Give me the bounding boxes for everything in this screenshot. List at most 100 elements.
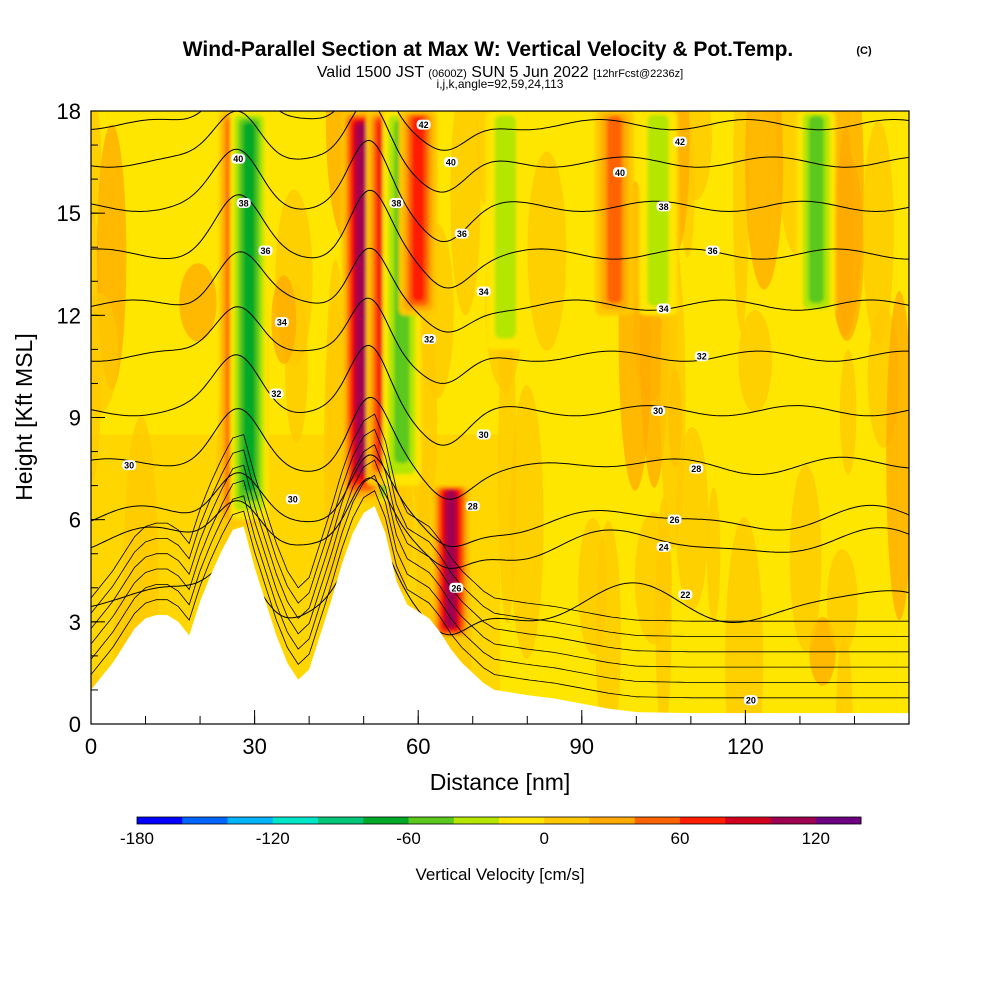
contour-label-bg xyxy=(476,286,491,297)
contour-label-bg xyxy=(274,317,289,328)
contour-label-text: 34 xyxy=(277,318,287,328)
colorbar-tick-label: -120 xyxy=(256,829,290,848)
x-tick-label: 120 xyxy=(727,734,764,759)
contour-label: 34 xyxy=(656,303,671,314)
theta-contour xyxy=(91,459,909,668)
x-tick-label: 90 xyxy=(570,734,594,759)
theta-contour xyxy=(91,139,909,242)
y-tick-label: 12 xyxy=(57,303,81,328)
x-tick-label: 30 xyxy=(242,734,266,759)
y-tick-label: 9 xyxy=(69,406,81,431)
contour-label-bg xyxy=(672,136,687,147)
contour-label-bg xyxy=(743,695,758,706)
contour-label-bg xyxy=(449,582,464,593)
colorbar-swatch xyxy=(318,817,364,824)
velocity-band xyxy=(446,490,456,628)
contour-label-bg xyxy=(476,429,491,440)
contour-label-text: 22 xyxy=(680,590,690,600)
valid-date: SUN 5 Jun 2022 xyxy=(471,64,589,81)
contour-label: 42 xyxy=(672,136,687,147)
colorbar-swatch xyxy=(137,817,183,824)
colorbar-tick-label: 120 xyxy=(802,829,830,848)
velocity-band xyxy=(606,115,623,304)
velocity-patch xyxy=(826,549,858,655)
theta-contour xyxy=(91,189,909,289)
x-axis-ticks: 0 30 60 90 120 xyxy=(85,710,910,759)
contour-label-text: 28 xyxy=(468,502,478,512)
contour-label-text: 38 xyxy=(239,198,249,208)
theta-contour xyxy=(91,111,909,151)
contour-label: 20 xyxy=(743,695,758,706)
contour-label: 40 xyxy=(443,157,458,168)
contour-label-text: 38 xyxy=(391,198,401,208)
contour-label: 38 xyxy=(236,197,251,208)
contour-label: 22 xyxy=(678,589,693,600)
colorbar-swatch xyxy=(272,817,319,824)
velocity-patch xyxy=(725,517,764,724)
contour-label-text: 32 xyxy=(697,352,707,362)
contour-label-text: 38 xyxy=(659,202,669,212)
potential-temperature-contours xyxy=(91,111,909,699)
contour-label-bg xyxy=(285,494,300,505)
velocity-patch xyxy=(527,151,567,351)
contour-label: 34 xyxy=(274,317,289,328)
colorbar-swatch xyxy=(770,817,817,824)
contour-label: 26 xyxy=(449,582,464,593)
contour-label: 28 xyxy=(465,501,480,512)
theta-contour xyxy=(91,428,909,637)
theta-contour xyxy=(91,297,909,384)
velocity-patch xyxy=(706,487,721,624)
contour-label-text: 36 xyxy=(457,229,467,239)
colorbar xyxy=(136,816,862,825)
contour-label: 36 xyxy=(258,245,273,256)
velocity-patch xyxy=(839,349,857,475)
contour-labels: 40 38 36 34 32 30 30 42 40 38 36 34 32 30 28 26 42 40 38 36… xyxy=(122,119,758,706)
colorbar-tick-label: -60 xyxy=(396,829,421,848)
contour-label-bg xyxy=(269,388,284,399)
contour-label: 40 xyxy=(231,153,246,164)
x-tick-label: 60 xyxy=(406,734,430,759)
contour-label-bg xyxy=(651,405,666,416)
colorbar-label: Vertical Velocity [cm/s] xyxy=(415,865,584,884)
contour-label: 30 xyxy=(285,494,300,505)
contour-label: 32 xyxy=(694,351,709,362)
velocity-patch xyxy=(789,464,822,652)
contour-label-text: 42 xyxy=(675,137,685,147)
colorbar-swatch xyxy=(544,817,590,824)
valid-time-line: Valid 1500 JST (0600Z) SUN 5 Jun 2022 [1… xyxy=(317,64,683,81)
contour-label-text: 28 xyxy=(691,464,701,474)
velocity-band xyxy=(494,115,517,339)
contour-label-text: 26 xyxy=(669,515,679,525)
theta-contour xyxy=(91,344,909,446)
contour-label-text: 26 xyxy=(451,583,461,593)
y-tick-label: 15 xyxy=(57,201,81,226)
plot-area: 40 38 36 34 32 30 30 42 40 38 36 34 32 30 28 26 42 40 38 36… xyxy=(91,111,909,724)
y-tick-label: 6 xyxy=(69,508,81,533)
contour-label: 30 xyxy=(476,429,491,440)
contour-label: 32 xyxy=(422,334,437,345)
contour-label-text: 30 xyxy=(288,495,298,505)
colorbar-tick-label: 0 xyxy=(540,829,549,848)
theta-contour xyxy=(91,444,909,653)
colorbar-tick-label: -180 xyxy=(120,829,154,848)
colorbar-swatch xyxy=(815,817,862,824)
colorbar-frame xyxy=(136,816,862,825)
colorbar-tick-label: 60 xyxy=(671,829,690,848)
contour-label-bg xyxy=(705,245,720,256)
contour-label-bg xyxy=(689,463,704,474)
contour-label-bg xyxy=(612,167,627,178)
velocity-patch xyxy=(745,111,784,290)
contour-label-text: 40 xyxy=(446,158,456,168)
contour-label-text: 36 xyxy=(708,246,718,256)
y-axis-label: Height [Kft MSL] xyxy=(11,333,37,500)
velocity-patch xyxy=(655,497,672,724)
grid-indices: i,j,k,angle=92,59,24,113 xyxy=(437,77,564,91)
contour-label: 38 xyxy=(389,197,404,208)
forecast-info: [12hrFcst@2236z] xyxy=(593,68,683,80)
contour-label: 30 xyxy=(122,460,137,471)
colorbar-swatch xyxy=(680,817,726,824)
velocity-patch xyxy=(829,153,864,341)
velocity-band xyxy=(356,122,366,474)
colorbar-swatch xyxy=(182,817,228,824)
